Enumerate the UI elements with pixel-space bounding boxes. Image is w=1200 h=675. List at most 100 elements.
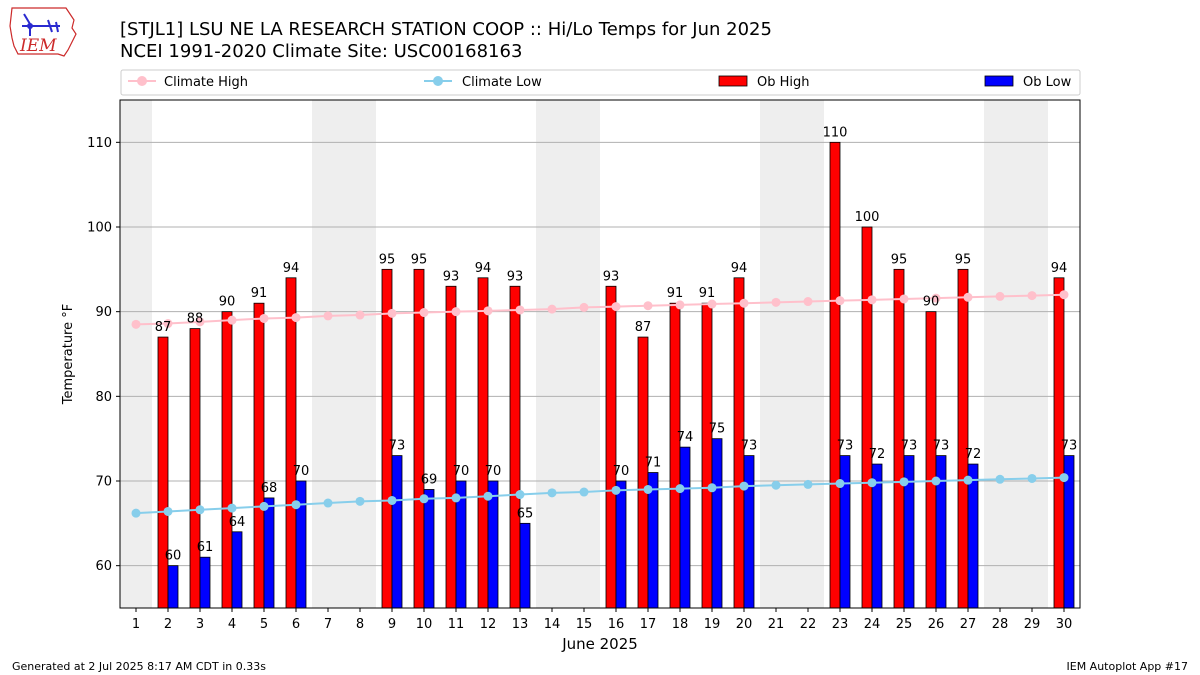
- ob-high-bar: [669, 302, 681, 609]
- legend-label-climate-high: Climate High: [164, 75, 248, 90]
- ob-low-bar-label: 70: [293, 464, 310, 479]
- ob-low-bar-label: 70: [453, 464, 470, 479]
- climate-low-point: [515, 490, 525, 500]
- legend: Climate High Climate Low Ob High Ob Low: [120, 69, 1081, 96]
- ob-low-bar: [263, 497, 275, 609]
- climate-low-point: [771, 480, 781, 490]
- climate-low-point: [483, 491, 493, 501]
- legend-label-ob-low: Ob Low: [1023, 75, 1072, 90]
- ob-low-bar-label: 70: [613, 464, 630, 479]
- ob-low-bar: [967, 463, 979, 609]
- climate-high-point: [867, 295, 877, 305]
- climate-high-point: [963, 292, 973, 302]
- ob-high-bar: [509, 285, 521, 609]
- climate-low-point: [451, 493, 461, 503]
- ob-low-bar-label: 73: [837, 439, 854, 454]
- legend-frame: [120, 69, 1081, 96]
- x-tick-label: 10: [416, 617, 433, 632]
- climate-high-point: [611, 302, 621, 312]
- ob-high-bar-label: 93: [507, 269, 524, 284]
- climate-high-point: [195, 317, 205, 327]
- climate-low-point: [931, 476, 941, 486]
- ob-low-bar-label: 65: [517, 506, 534, 521]
- footer-generated: Generated at 2 Jul 2025 8:17 AM CDT in 0…: [12, 660, 266, 673]
- x-tick-label: 18: [672, 617, 689, 632]
- ob-low-bar: [679, 446, 691, 609]
- ob-low-bar-label: 60: [165, 549, 182, 564]
- climate-high-point: [355, 310, 365, 320]
- weekend-bands: [120, 100, 1048, 608]
- weekend-band: [120, 100, 152, 608]
- ob-high-bar: [285, 277, 297, 609]
- weekend-band: [536, 100, 568, 608]
- ob-high-bar-label: 95: [891, 252, 908, 267]
- x-axis-label: June 2025: [561, 635, 638, 653]
- y-tick-label: 90: [95, 305, 112, 320]
- climate-low-point: [547, 488, 557, 498]
- climate-low-point: [323, 498, 333, 508]
- y-tick-label: 100: [87, 221, 112, 236]
- logo-text: IEM: [19, 36, 57, 56]
- climate-low-point: [643, 484, 653, 494]
- weekend-band: [792, 100, 824, 608]
- ob-low-bar: [199, 556, 211, 609]
- ob-low-bar: [423, 489, 435, 609]
- ob-high-bar: [701, 302, 713, 609]
- ob-high-bar-label: 91: [251, 286, 268, 301]
- climate-low-point: [227, 503, 237, 513]
- climate-low-point: [259, 501, 269, 511]
- ob-high-bar: [445, 285, 457, 609]
- climate-low-point: [1059, 473, 1069, 483]
- climate-high-point: [323, 311, 333, 321]
- chart-title-line-1: [STJL1] LSU NE LA RESEARCH STATION COOP …: [120, 19, 772, 40]
- x-tick-label: 16: [608, 617, 625, 632]
- climate-high-point: [515, 305, 525, 315]
- climate-low-point: [707, 483, 717, 493]
- climate-low-point: [387, 495, 397, 505]
- x-tick-label: 28: [992, 617, 1009, 632]
- climate-low-point: [1027, 473, 1037, 483]
- x-tick-label: 12: [480, 617, 497, 632]
- climate-high-point: [835, 296, 845, 306]
- x-tick-label: 22: [800, 617, 817, 632]
- ob-high-bar-label: 91: [667, 286, 684, 301]
- plot-frame: [119, 99, 1081, 609]
- climate-high-point: [739, 298, 749, 308]
- weekend-band: [984, 100, 1016, 608]
- x-tick-label: 6: [292, 617, 300, 632]
- climate-high-point: [291, 313, 301, 323]
- climate-high-point: [227, 315, 237, 325]
- climate-low-point: [899, 477, 909, 487]
- ob-high-bar: [221, 311, 233, 609]
- weekend-band: [312, 100, 344, 608]
- ob-low-bar-label: 68: [261, 481, 278, 496]
- climate-low-point: [835, 479, 845, 489]
- y-axis: 60 70 80 90 100 110: [87, 136, 120, 574]
- ob-high-bar-label: 87: [155, 320, 172, 335]
- climate-high-point: [675, 300, 685, 310]
- climate-low-point: [355, 496, 365, 506]
- x-tick-label: 15: [576, 617, 593, 632]
- ob-high-bar: [605, 285, 617, 609]
- x-tick-label: 11: [448, 617, 465, 632]
- climate-high-point: [643, 301, 653, 311]
- ob-low-bar: [615, 480, 627, 609]
- climate-high-point: [387, 308, 397, 318]
- ob-low-bar-label: 61: [197, 540, 214, 555]
- y-tick-label: 80: [95, 390, 112, 405]
- x-tick-label: 24: [864, 617, 881, 632]
- x-tick-label: 5: [260, 617, 268, 632]
- x-tick-label: 9: [388, 617, 396, 632]
- ob-high-bar-label: 95: [411, 252, 428, 267]
- climate-high-point: [771, 297, 781, 307]
- weekend-band: [344, 100, 376, 608]
- weekend-band: [760, 100, 792, 608]
- ob-high-bar-label: 93: [603, 269, 620, 284]
- climate-low-point: [995, 474, 1005, 484]
- y-axis-label: Temperature °F: [61, 304, 76, 405]
- ob-high-bar: [861, 226, 873, 609]
- y-tick-label: 70: [95, 475, 112, 490]
- ob-high-bar-label: 94: [731, 261, 748, 276]
- ob-low-bar-label: 64: [229, 515, 246, 530]
